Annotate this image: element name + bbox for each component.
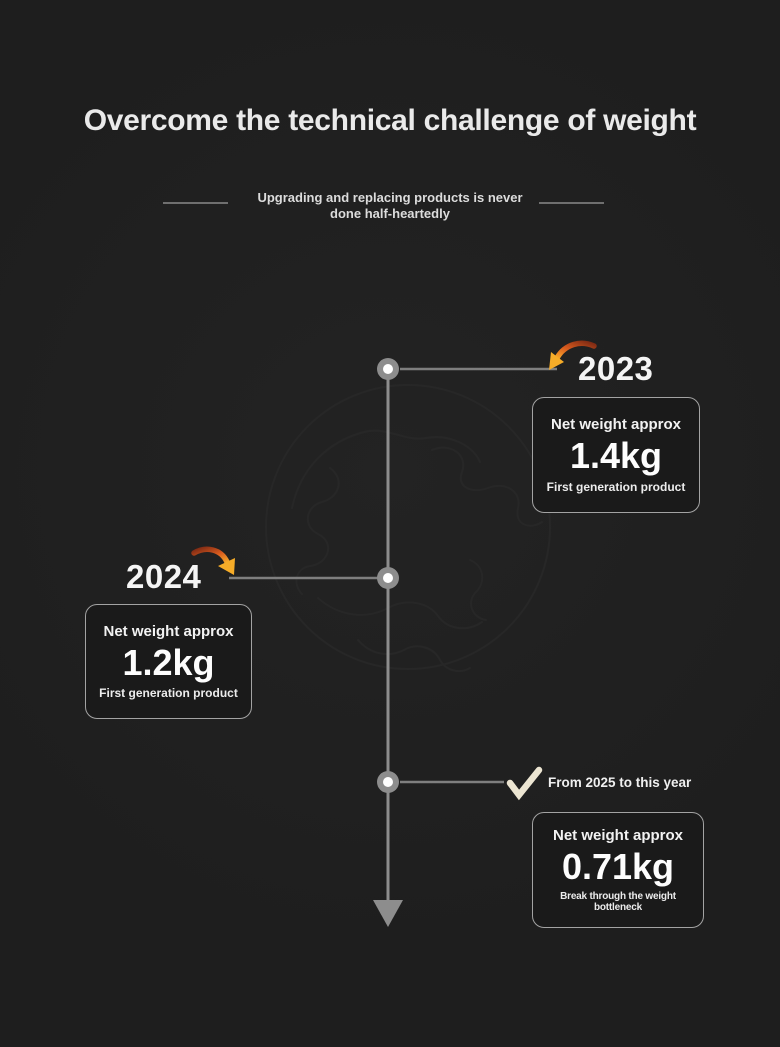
card-value: 0.71kg [561,846,675,888]
subtitle-line1: Upgrading and replacing products is neve… [257,190,523,205]
weight-card-2023: Net weight approx 1.4kg First generation… [532,397,700,513]
check-icon [506,766,543,801]
down-triangle-arrowhead-icon [373,900,403,927]
card-value: 1.2kg [122,641,215,683]
weight-card-2024: Net weight approx 1.2kg First generation… [85,604,252,719]
card-heading: Net weight approx [103,622,234,640]
card-value: 1.4kg [569,435,663,477]
year-label-2024: 2024 [126,558,202,595]
curved-arrow-down-left-icon [549,340,597,370]
card-caption: Break through the weight bottleneck [560,890,676,913]
year-label-2023: 2023 [578,350,654,387]
timeline-node-dot-2024 [377,567,399,589]
timeline-node-dot-2025 [377,771,399,793]
weight-card-2025: Net weight approx 0.71kg Break through t… [532,812,704,928]
subtitle: Upgrading and replacing products is neve… [0,190,780,222]
card-caption: First generation product [546,479,686,494]
curved-arrow-down-right-icon [191,546,235,575]
subtitle-line2: done half-heartedly [330,206,450,221]
card-heading: Net weight approx [550,416,681,434]
node-label-2025: From 2025 to this year [548,775,692,790]
subtitle-divider-right [539,202,604,204]
card-heading: Net weight approx [552,827,683,845]
page-title: Overcome the technical challenge of weig… [83,104,697,137]
subtitle-divider-left [163,202,228,204]
globe-watermark-icon [265,384,551,673]
timeline-node-dot-2023 [377,358,399,380]
card-caption: First generation product [99,686,238,701]
